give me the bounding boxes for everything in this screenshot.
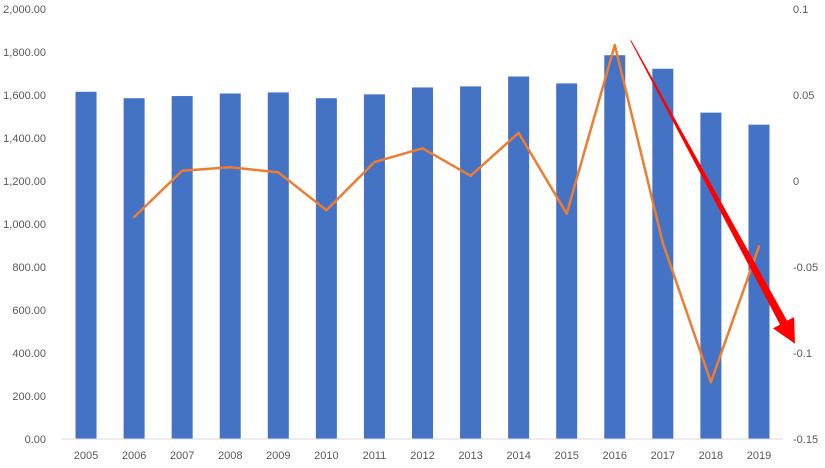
left-tick-label: 400.00 <box>12 348 46 360</box>
x-tick-label: 2018 <box>699 450 723 462</box>
x-tick-label: 2009 <box>266 450 290 462</box>
right-axis: -0.15 -0.1 -0.05 0 0.05 0.1 <box>793 4 818 446</box>
x-tick-label: 2015 <box>554 450 578 462</box>
line-point-2017 <box>661 241 665 245</box>
left-tick-label: 2,000.00 <box>3 4 46 16</box>
x-axis: 2005 2006 2007 2008 2009 2010 2011 2012 2013 2014… <box>74 450 771 462</box>
x-tick-label: 2011 <box>363 450 387 462</box>
line-point-2012 <box>421 147 424 150</box>
bar-2005 <box>75 91 97 440</box>
line-point-2011 <box>373 160 376 164</box>
bar-2009 <box>267 92 289 440</box>
bar-2018 <box>700 112 722 439</box>
bar-2010 <box>315 98 337 439</box>
left-tick-label: 0.00 <box>25 434 46 446</box>
x-tick-label: 2005 <box>74 450 98 462</box>
line-point-2014 <box>517 131 520 135</box>
bar-2015 <box>556 83 578 439</box>
left-tick-label: 1,800.00 <box>3 47 46 59</box>
left-tick-label: 1,200.00 <box>3 176 46 188</box>
x-tick-label: 2007 <box>170 450 194 462</box>
line-path <box>133 43 761 384</box>
x-tick-label: 2013 <box>458 450 482 462</box>
line-point-2010 <box>325 209 328 212</box>
line-point-2016 <box>613 43 616 47</box>
bar-2017 <box>652 68 674 440</box>
left-tick-label: 1,000.00 <box>3 219 46 231</box>
left-axis: 0.00 200.00 400.00 600.00 800.00 1,000.00 1,20… <box>3 4 46 446</box>
left-tick-label: 200.00 <box>12 391 46 403</box>
red-arrow-annotation <box>630 40 795 344</box>
right-tick-label: -0.1 <box>793 348 812 360</box>
line-point-2015 <box>565 212 568 215</box>
left-tick-label: 800.00 <box>12 262 46 274</box>
right-tick-label: 0.05 <box>793 90 814 102</box>
bar-series <box>75 55 770 440</box>
x-tick-label: 2012 <box>410 450 434 462</box>
right-tick-label: 0 <box>793 176 799 188</box>
line-point-2013 <box>469 174 472 178</box>
left-tick-label: 1,400.00 <box>3 133 46 145</box>
x-tick-label: 2014 <box>506 450 530 462</box>
left-tick-label: 1,600.00 <box>3 90 46 102</box>
line-point-2018 <box>709 381 713 384</box>
red-arrow <box>630 40 795 344</box>
bar-2013 <box>460 86 482 440</box>
bar-2016 <box>604 55 626 439</box>
right-tick-label: -0.15 <box>793 434 818 446</box>
line-series <box>132 43 761 384</box>
bar-2006 <box>123 98 145 439</box>
line-point-2007 <box>180 169 184 172</box>
bar-2008 <box>219 93 241 440</box>
bar-2012 <box>412 87 433 439</box>
x-tick-label: 2006 <box>122 450 146 462</box>
x-tick-label: 2017 <box>651 450 675 462</box>
right-tick-label: 0.1 <box>793 4 808 16</box>
bar-2014 <box>508 76 530 439</box>
line-point-2019 <box>757 245 761 248</box>
x-tick-label: 2019 <box>747 450 771 462</box>
bar-2007 <box>171 96 193 439</box>
x-tick-label: 2010 <box>314 450 338 462</box>
line-point-2009 <box>277 171 280 174</box>
bar-2011 <box>363 94 385 439</box>
left-tick-label: 600.00 <box>12 305 46 317</box>
line-point-2008 <box>229 166 232 169</box>
x-tick-label: 2016 <box>603 450 627 462</box>
x-tick-label: 2008 <box>218 450 242 462</box>
line-point-2006 <box>132 215 136 219</box>
right-tick-label: -0.05 <box>793 262 818 274</box>
